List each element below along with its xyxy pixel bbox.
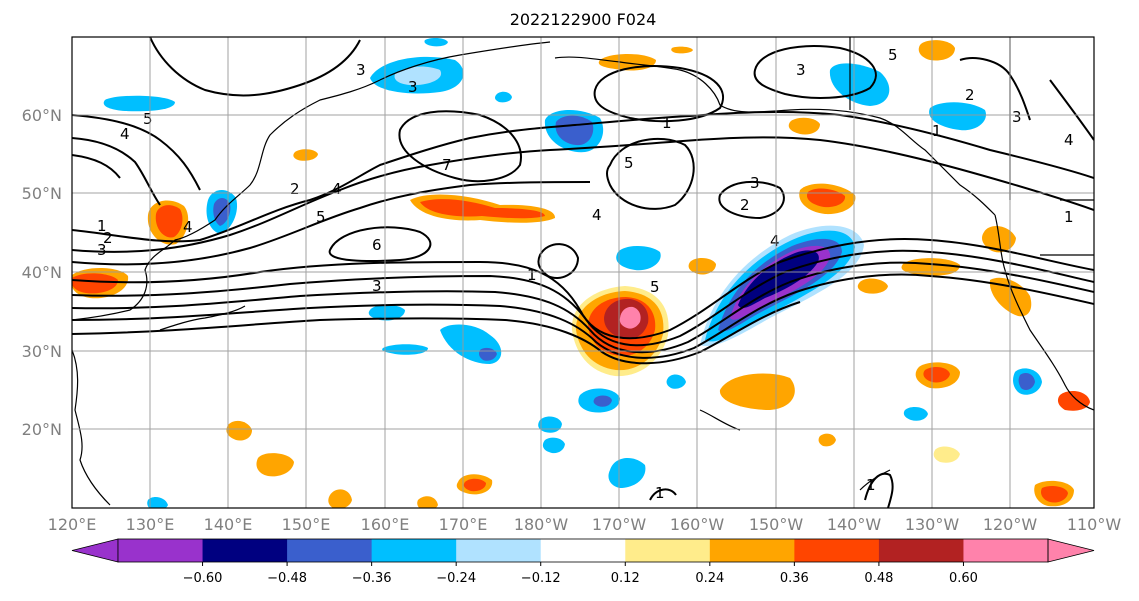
colorbar-segment [625,539,711,562]
graticule [72,37,1094,508]
colorbar-segment [118,539,204,562]
contour-label: 3 [356,61,366,79]
colorbar-segment [794,539,880,562]
contour-label: 1 [866,476,876,494]
lat-label: 60°N [22,106,62,125]
contour-label: 1 [655,484,665,502]
lon-label: 170°E [439,515,488,534]
latitude-labels: 20°N 30°N 40°N 50°N 60°N [22,106,62,439]
contour-label: 1 [932,122,942,140]
contour-label: 2 [965,86,975,104]
colorbar-tick-label: −0.36 [352,571,392,586]
lon-label: 150°W [749,515,804,534]
colorbar-segment [709,539,795,562]
lon-label: 140°W [827,515,882,534]
lon-label: 120°W [983,515,1038,534]
lon-label: 180°W [514,515,569,534]
contour-label: 1 [1064,208,1074,226]
lon-label: 140°E [204,515,253,534]
lat-label: 20°N [22,420,62,439]
lat-label: 30°N [22,342,62,361]
contour-label: 5 [650,278,660,296]
lon-label: 130°E [126,515,175,534]
colorbar-segment [202,539,288,562]
contour-label: 3 [750,174,760,192]
contour-label: 4 [1064,131,1074,149]
map-title: 2022122900 F024 [510,10,657,29]
lat-label: 40°N [22,263,62,282]
lon-label: 160°E [361,515,410,534]
lon-label: 160°W [670,515,725,534]
colorbar: −0.60 −0.48 −0.36 −0.24 −0.12 0.12 0.24 0.36 0.4… [71,538,1095,586]
contour-label: 3 [372,277,382,295]
lon-label: 120°E [48,515,97,534]
colorbar-segment [878,539,964,562]
colorbar-tick-label: −0.48 [267,571,307,586]
coastlines [72,37,1094,506]
colorbar-tick-label: 0.60 [949,571,978,586]
map-frame [71,36,1095,509]
contour-labels: 5 4 1 2 3 3 2 4 5 6 7 3 1 5 3 4 3 1 2 1 … [97,46,1074,502]
lon-label: 110°W [1067,515,1122,534]
contour-label: 5 [624,154,634,172]
lat-label: 50°N [22,184,62,203]
contour-label: 5 [316,208,326,226]
contour-label: 5 [888,46,898,64]
contour-label: 2 [290,180,300,198]
contour-label: 4 [592,206,602,224]
contour-label: 4 [183,218,193,236]
contour-label: 1 [662,114,672,132]
colorbar-segment [287,539,373,562]
colorbar-outline [117,538,1049,563]
colorbar-ticks: −0.60 −0.48 −0.36 −0.24 −0.12 0.12 0.24 0.36 0.4… [183,562,978,586]
contour-label: 5 [143,110,153,128]
contour-label: 2 [103,229,113,247]
contour-label: 6 [372,236,382,254]
colorbar-extend-min [71,538,119,563]
contour-label: 1 [97,217,107,235]
contour-label: 3 [796,61,806,79]
colorbar-segment [371,539,457,562]
contour-label: 3 [1012,108,1022,126]
lon-label: 150°E [282,515,331,534]
contour-label: 1 [527,266,537,284]
contour-label: 4 [120,125,130,143]
colorbar-extend-max [1047,538,1095,563]
contour-label: 3 [97,241,107,259]
colorbar-tick-label: 0.48 [864,571,893,586]
longitude-labels: 120°E 130°E 140°E 150°E 160°E 170°E 180°… [48,515,1122,534]
colorbar-segment [540,539,626,562]
contour-label: 2 [740,196,750,214]
colorbar-segment [963,539,1049,562]
contour-label: 4 [332,180,342,198]
colorbar-tick-label: 0.24 [695,571,724,586]
contour-label: 4 [770,232,780,250]
colorbar-tick-label: 0.36 [780,571,809,586]
colorbar-tick-label: 0.12 [611,571,640,586]
contour-label: 7 [442,156,452,174]
contour-label: 3 [408,78,418,96]
lon-label: 130°W [905,515,960,534]
lon-label: 170°W [592,515,647,534]
colorbar-tick-label: −0.60 [183,571,223,586]
anomaly-shading [72,37,1090,508]
colorbar-segments [71,538,1095,563]
colorbar-tick-label: −0.24 [436,571,476,586]
colorbar-segment [456,539,542,562]
colorbar-tick-label: −0.12 [521,571,561,586]
